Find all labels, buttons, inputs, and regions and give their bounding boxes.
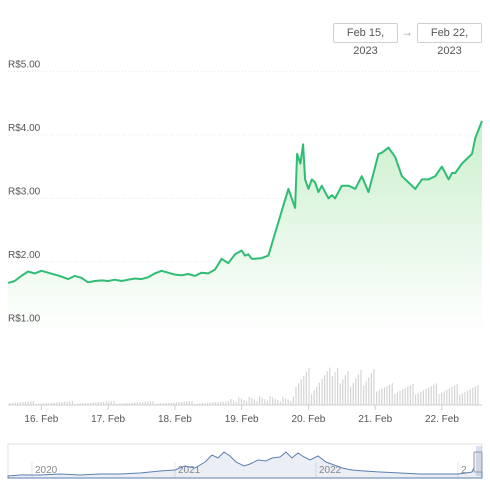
x-tick-label: 19. Feb <box>225 414 259 425</box>
x-tick-label: 16. Feb <box>24 414 58 425</box>
navigator[interactable]: 2020 2021 2022 2 <box>8 444 482 478</box>
y-tick-label: R$1.00 <box>8 313 41 324</box>
x-tick-label: 22. Feb <box>425 414 459 425</box>
price-area <box>8 121 482 335</box>
volume-bars <box>10 368 478 405</box>
navigator-selection[interactable] <box>476 446 482 476</box>
y-tick-label: R$5.00 <box>8 59 41 70</box>
y-tick-label: R$3.00 <box>8 186 41 197</box>
x-tick-label: 17. Feb <box>91 414 125 425</box>
y-tick-label: R$2.00 <box>8 250 41 261</box>
x-tick-label: 21. Feb <box>358 414 392 425</box>
x-tick-label: 18. Feb <box>158 414 192 425</box>
x-tick-label: 20. Feb <box>291 414 325 425</box>
y-tick-label: R$4.00 <box>8 123 41 134</box>
x-axis-labels: 16. Feb 17. Feb 18. Feb 19. Feb 20. Feb 21. F… <box>24 405 459 425</box>
